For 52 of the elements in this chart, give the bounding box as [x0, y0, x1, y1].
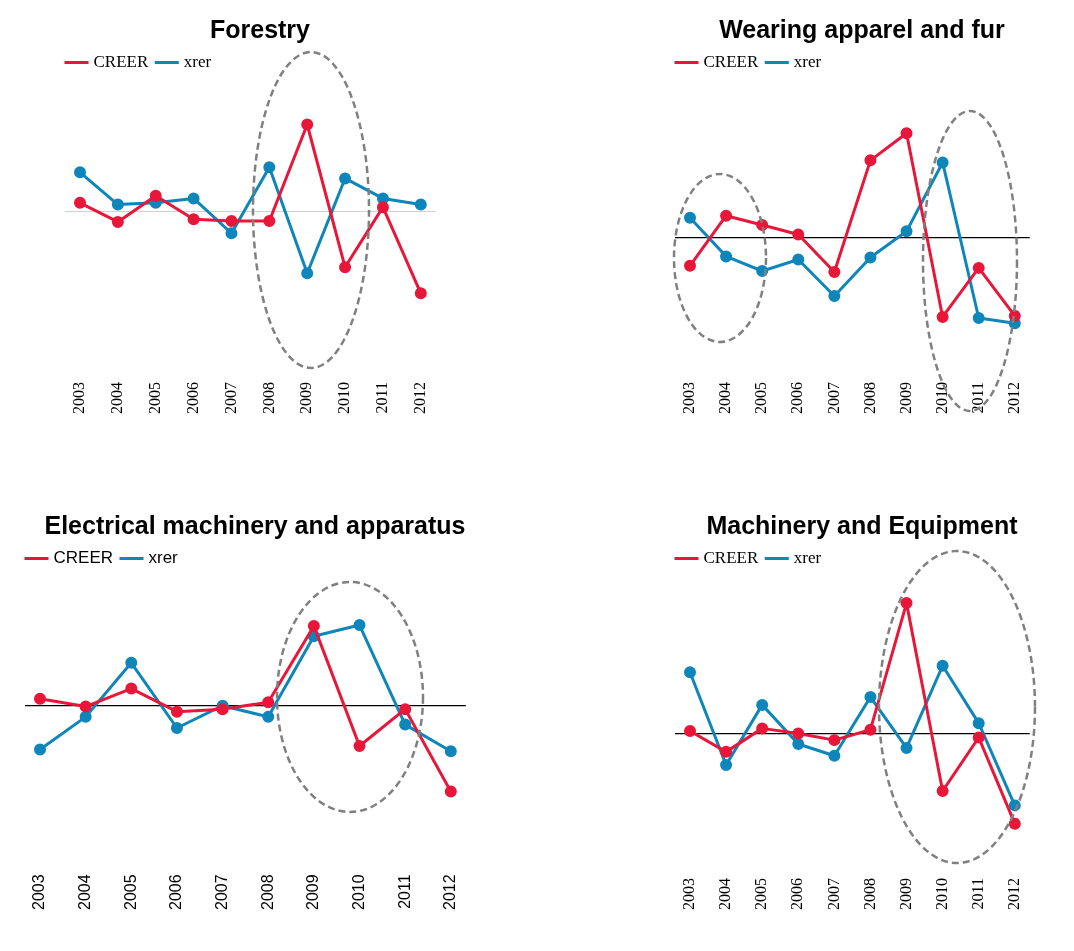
x-tick-label: 2007: [212, 874, 230, 910]
x-tick-label: 2010: [932, 878, 950, 910]
x-tick-label: 2007: [221, 382, 239, 414]
legend-label: CREER: [93, 51, 149, 71]
legend-label: CREER: [703, 547, 759, 567]
legend-label: CREER: [53, 548, 114, 568]
chart-title: Electrical machinery and apparatus: [43, 510, 467, 540]
x-tick-label: 2005: [752, 382, 770, 414]
legend-label: CREER: [703, 51, 759, 71]
x-tick-label: 2010: [932, 382, 950, 414]
chart-title: Wearing apparel and fur: [718, 14, 1006, 44]
x-tick-label: 2004: [108, 382, 126, 414]
x-tick-label: 2011: [968, 878, 986, 910]
legend-label: xrer: [148, 548, 179, 568]
x-tick-label: 2005: [145, 382, 163, 414]
x-tick-label: 2003: [30, 874, 48, 910]
x-tick-label: 2004: [76, 874, 94, 910]
x-tick-label: 2012: [1005, 382, 1022, 414]
x-tick-label: 2007: [824, 878, 842, 910]
x-tick-label: 2004: [716, 878, 734, 910]
x-tick-label: 2004: [716, 382, 734, 414]
x-tick-label: 2010: [349, 874, 367, 910]
chart-title: Forestry: [208, 14, 311, 44]
x-tick-label: 2007: [824, 382, 842, 414]
x-tick-label: 2008: [258, 874, 276, 910]
x-tick-label: 2005: [121, 874, 139, 910]
x-tick-label: 2003: [70, 382, 88, 414]
x-tick-label: 2006: [183, 382, 201, 414]
x-tick-label: 2008: [259, 382, 277, 414]
x-tick-label: 2012: [441, 874, 459, 910]
x-tick-label: 2010: [335, 382, 353, 414]
x-tick-label: 2008: [860, 878, 878, 910]
x-tick-label: 2012: [411, 382, 428, 414]
x-tick-label: 2012: [1005, 878, 1022, 910]
x-tick-label: 2006: [167, 874, 185, 910]
x-tick-label: 2011: [395, 874, 413, 909]
x-tick-label: 2006: [788, 382, 806, 414]
chart-title: Machinery and Equipment: [705, 510, 1019, 540]
x-tick-label: 2009: [896, 382, 914, 414]
legend-label: xrer: [183, 51, 212, 71]
x-tick-label: 2005: [752, 878, 770, 910]
x-tick-label: 2009: [297, 382, 315, 414]
x-tick-label: 2003: [680, 382, 698, 414]
x-tick-label: 2003: [680, 878, 698, 910]
x-tick-label: 2008: [860, 382, 878, 414]
x-tick-label: 2009: [304, 874, 322, 910]
x-tick-label: 2009: [896, 878, 914, 910]
x-tick-label: 2006: [788, 878, 806, 910]
x-tick-label: 2011: [968, 382, 986, 414]
legend-label: xrer: [793, 51, 822, 71]
legend-label: xrer: [793, 547, 822, 567]
x-tick-label: 2011: [373, 382, 391, 414]
